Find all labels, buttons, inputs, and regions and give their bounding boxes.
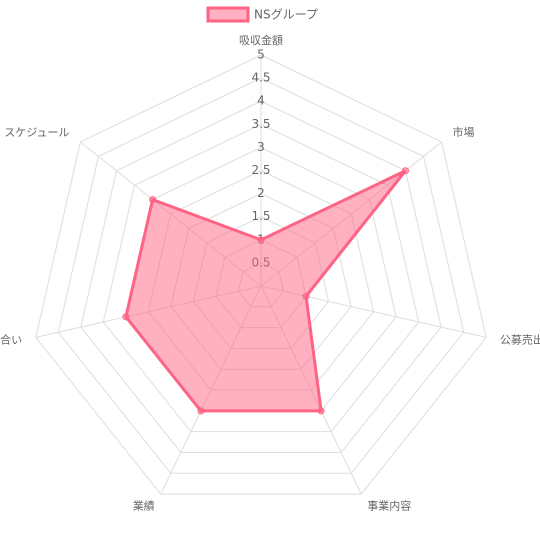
category-label: 業績 [133, 499, 155, 513]
tick-label: 5 [257, 48, 265, 62]
tick-label: 3.5 [251, 117, 270, 131]
tick-label: 2.5 [251, 163, 270, 177]
grid-ring [102, 123, 420, 433]
category-label: 地合い [0, 333, 22, 347]
grid-ring [35, 54, 487, 495]
series-area [124, 169, 407, 413]
data-point [149, 196, 157, 204]
legend-label: NSグループ [254, 8, 318, 22]
data-point [401, 167, 409, 175]
tick-label: 3 [257, 140, 265, 154]
data-point [317, 407, 325, 415]
tick-label: 4.5 [251, 71, 270, 85]
legend-swatch [206, 6, 250, 23]
category-label: 市場 [453, 125, 475, 139]
data-point [197, 407, 205, 415]
grid-ring [80, 100, 442, 453]
tick-label: 1.5 [251, 209, 270, 223]
category-label: スケジュール [4, 126, 69, 139]
category-label: 公募売出比 [500, 333, 540, 347]
grid-ring [57, 77, 465, 474]
category-label: 事業内容 [367, 499, 411, 513]
category-label: 吸収金額 [239, 33, 283, 47]
data-point [257, 236, 265, 244]
data-point [302, 292, 310, 300]
tick-label: 4 [257, 94, 265, 108]
tick-label: 2 [257, 186, 265, 200]
data-point [122, 313, 130, 321]
